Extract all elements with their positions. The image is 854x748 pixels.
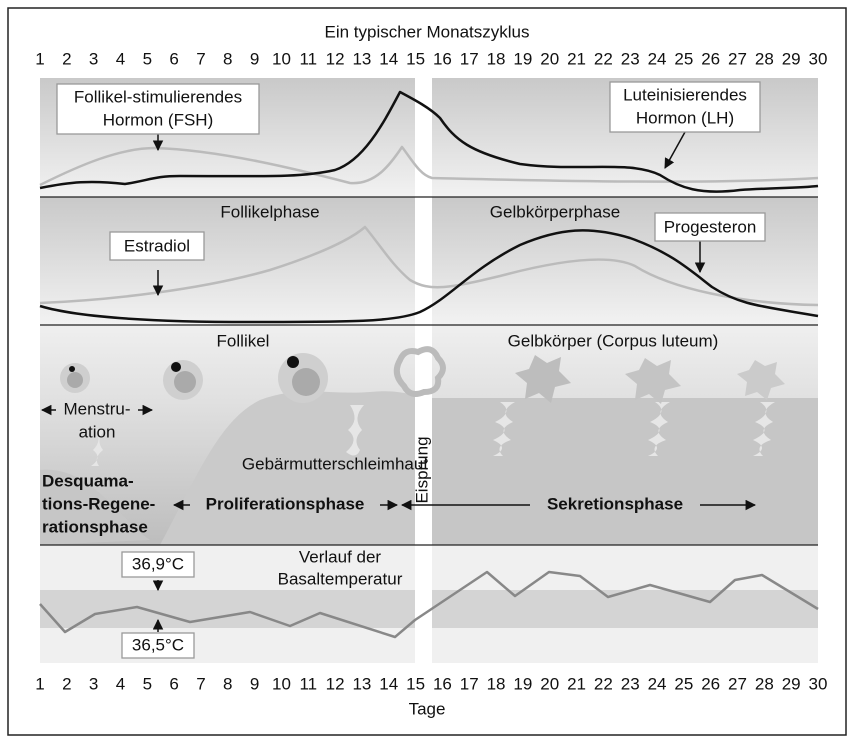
fsh-label: Hormon (FSH)	[103, 110, 214, 129]
proliferation-label: Proliferationsphase	[206, 494, 365, 513]
day-label: 14	[379, 49, 398, 68]
day-label: 18	[487, 49, 506, 68]
day-label: 20	[540, 674, 559, 693]
temperature-label: Basaltemperatur	[278, 569, 403, 588]
desquamation-label: tions-Regene-	[42, 494, 155, 513]
day-label: 26	[701, 674, 720, 693]
day-label: 30	[809, 49, 828, 68]
temperature-low: 36,5°C	[132, 635, 184, 654]
day-label: 11	[299, 49, 317, 68]
day-label: 18	[487, 674, 506, 693]
ovulation-label: Eisprung	[412, 436, 431, 503]
day-label: 29	[782, 49, 801, 68]
title: Ein typischer Monatszyklus	[324, 22, 529, 41]
x-axis-label: Tage	[409, 699, 446, 718]
day-label: 7	[196, 49, 205, 68]
ovulation-strip	[415, 78, 432, 663]
day-label: 25	[674, 49, 693, 68]
day-label: 15	[406, 674, 425, 693]
day-label: 8	[223, 49, 232, 68]
day-label: 11	[299, 674, 317, 693]
diagram: Ein typischer Monatszyklus Tage 11223344…	[0, 0, 854, 743]
day-label: 10	[272, 49, 291, 68]
day-label: 12	[326, 49, 345, 68]
day-label: 13	[352, 49, 371, 68]
endometrium-label: Gebärmutterschleimhaut	[242, 454, 428, 473]
day-label: 3	[89, 674, 98, 693]
day-label: 25	[674, 674, 693, 693]
day-label: 2	[62, 49, 71, 68]
day-label: 27	[728, 49, 747, 68]
day-label: 28	[755, 49, 774, 68]
temperature-label: Verlauf der	[299, 547, 382, 566]
phase-label: Gelbkörperphase	[490, 202, 620, 221]
estradiol-label: Estradiol	[124, 236, 190, 255]
day-label: 1	[35, 49, 44, 68]
temperature-high: 36,9°C	[132, 554, 184, 573]
day-label: 15	[406, 49, 425, 68]
follicle-label: Follikel	[217, 331, 270, 350]
day-label: 17	[460, 674, 479, 693]
progesterone-label: Progesteron	[664, 217, 757, 236]
menstruation-label: Menstru-	[63, 399, 130, 418]
day-label: 6	[169, 49, 178, 68]
day-label: 22	[594, 674, 613, 693]
day-label: 21	[567, 49, 586, 68]
corpus-luteum-label: Gelbkörper (Corpus luteum)	[508, 331, 719, 350]
day-label: 16	[433, 49, 452, 68]
day-label: 12	[326, 674, 345, 693]
day-label: 20	[540, 49, 559, 68]
menstruation-label: ation	[79, 422, 116, 441]
day-label: 5	[143, 674, 152, 693]
day-label: 7	[196, 674, 205, 693]
desquamation-label: Desquama-	[42, 471, 134, 490]
day-label: 23	[621, 674, 640, 693]
day-label: 19	[513, 674, 532, 693]
lh-label: Luteinisierendes	[623, 85, 747, 104]
day-label: 23	[621, 49, 640, 68]
day-label: 4	[116, 674, 125, 693]
phase-label: Follikelphase	[220, 202, 319, 221]
day-label: 17	[460, 49, 479, 68]
day-label: 5	[143, 49, 152, 68]
day-label: 8	[223, 674, 232, 693]
day-label: 30	[809, 674, 828, 693]
day-label: 1	[35, 674, 44, 693]
day-label: 22	[594, 49, 613, 68]
day-label: 21	[567, 674, 586, 693]
day-label: 16	[433, 674, 452, 693]
day-label: 27	[728, 674, 747, 693]
day-label: 24	[648, 674, 667, 693]
desquamation-label: rationsphase	[42, 517, 148, 536]
day-label: 29	[782, 674, 801, 693]
lh-label: Hormon (LH)	[636, 108, 734, 127]
day-label: 9	[250, 674, 259, 693]
day-label: 4	[116, 49, 125, 68]
day-label: 9	[250, 49, 259, 68]
day-label: 13	[352, 674, 371, 693]
fsh-label: Follikel-stimulierendes	[74, 87, 242, 106]
day-label: 3	[89, 49, 98, 68]
day-label: 14	[379, 674, 398, 693]
day-label: 2	[62, 674, 71, 693]
secretion-label: Sekretionsphase	[547, 494, 683, 513]
day-label: 6	[169, 674, 178, 693]
day-label: 19	[513, 49, 532, 68]
day-label: 26	[701, 49, 720, 68]
day-label: 24	[648, 49, 667, 68]
day-label: 28	[755, 674, 774, 693]
day-label: 10	[272, 674, 291, 693]
